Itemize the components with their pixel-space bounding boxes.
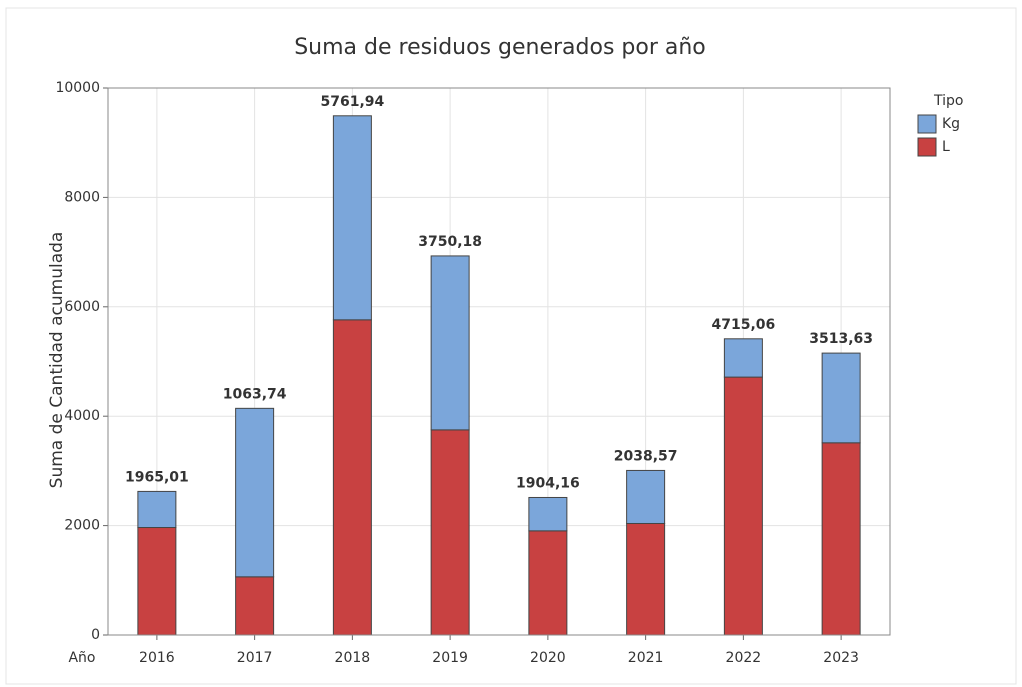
bar-segment: [723, 338, 763, 378]
x-tick-label: 2016: [139, 650, 175, 666]
y-tick-label: 2000: [64, 518, 100, 534]
bar-segment: [528, 496, 568, 532]
bar-segment: [723, 376, 763, 636]
y-tick-label: 4000: [64, 408, 100, 424]
y-tick-label: 0: [91, 627, 100, 643]
x-tick-label: 2021: [628, 650, 664, 666]
plot-area: [108, 88, 890, 635]
x-tick-label: 2017: [237, 650, 273, 666]
bar-segment: [626, 469, 666, 524]
bar-segment: [821, 442, 861, 636]
chart-title: Suma de residuos generados por año: [294, 35, 706, 60]
bar-segment: [137, 490, 177, 529]
value-label: 1965,01: [125, 469, 189, 485]
x-tick-label: 2019: [432, 650, 468, 666]
value-label: 4715,06: [711, 317, 775, 333]
legend-title: Tipo: [933, 93, 963, 109]
legend-label: L: [942, 139, 950, 155]
bar-segment: [137, 527, 177, 636]
bar-segment: [430, 429, 470, 636]
plot-border: [107, 87, 891, 636]
value-label: 1904,16: [516, 475, 580, 491]
value-label: 1063,74: [223, 386, 287, 402]
legend-label: Kg: [942, 116, 960, 132]
bar-segment: [626, 522, 666, 636]
bar-segment: [332, 115, 372, 321]
value-label: 3750,18: [418, 234, 482, 250]
x-tick-label: 2020: [530, 650, 566, 666]
bar-segment: [821, 352, 861, 444]
bar-segment: [528, 530, 568, 636]
x-axis-label: Año: [68, 650, 95, 666]
x-tick-label: 2022: [726, 650, 762, 666]
y-tick-label: 10000: [55, 80, 100, 96]
frame: [5, 7, 1017, 685]
value-label: 2038,57: [614, 448, 678, 464]
y-tick-label: 8000: [64, 189, 100, 205]
y-tick-label: 6000: [64, 299, 100, 315]
x-tick-label: 2018: [335, 650, 371, 666]
legend-swatch: [917, 114, 937, 134]
y-axis-label: Suma de Cantidad acumulada: [47, 232, 67, 489]
bar-segment: [235, 576, 275, 636]
bar-segment: [430, 255, 470, 431]
bar-segment: [235, 407, 275, 578]
value-label: 3513,63: [809, 331, 873, 347]
bar-segment: [332, 319, 372, 636]
legend-swatch: [917, 137, 937, 157]
value-label: 5761,94: [320, 94, 384, 110]
x-tick-label: 2023: [823, 650, 859, 666]
